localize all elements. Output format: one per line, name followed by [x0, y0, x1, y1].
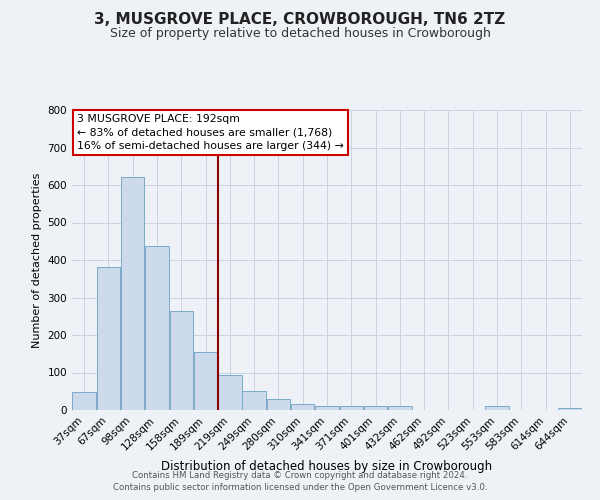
Bar	[218, 375, 242, 410]
Bar	[194, 352, 217, 410]
Bar	[121, 177, 145, 410]
Text: Size of property relative to detached houses in Crowborough: Size of property relative to detached ho…	[110, 28, 490, 40]
Bar	[145, 246, 169, 410]
Bar	[170, 310, 193, 410]
Bar	[485, 406, 509, 410]
Text: Contains HM Land Registry data © Crown copyright and database right 2024.: Contains HM Land Registry data © Crown c…	[132, 471, 468, 480]
Bar	[364, 406, 388, 410]
Bar	[97, 267, 120, 410]
Text: 3, MUSGROVE PLACE, CROWBOROUGH, TN6 2TZ: 3, MUSGROVE PLACE, CROWBOROUGH, TN6 2TZ	[94, 12, 506, 28]
Bar	[266, 399, 290, 410]
Bar	[558, 408, 581, 410]
Bar	[315, 406, 339, 410]
Bar	[340, 406, 363, 410]
Bar	[73, 392, 96, 410]
Y-axis label: Number of detached properties: Number of detached properties	[32, 172, 42, 348]
Text: 3 MUSGROVE PLACE: 192sqm
← 83% of detached houses are smaller (1,768)
16% of sem: 3 MUSGROVE PLACE: 192sqm ← 83% of detach…	[77, 114, 344, 151]
Bar	[291, 404, 314, 410]
Bar	[242, 391, 266, 410]
X-axis label: Distribution of detached houses by size in Crowborough: Distribution of detached houses by size …	[161, 460, 493, 473]
Text: Contains public sector information licensed under the Open Government Licence v3: Contains public sector information licen…	[113, 484, 487, 492]
Bar	[388, 406, 412, 410]
